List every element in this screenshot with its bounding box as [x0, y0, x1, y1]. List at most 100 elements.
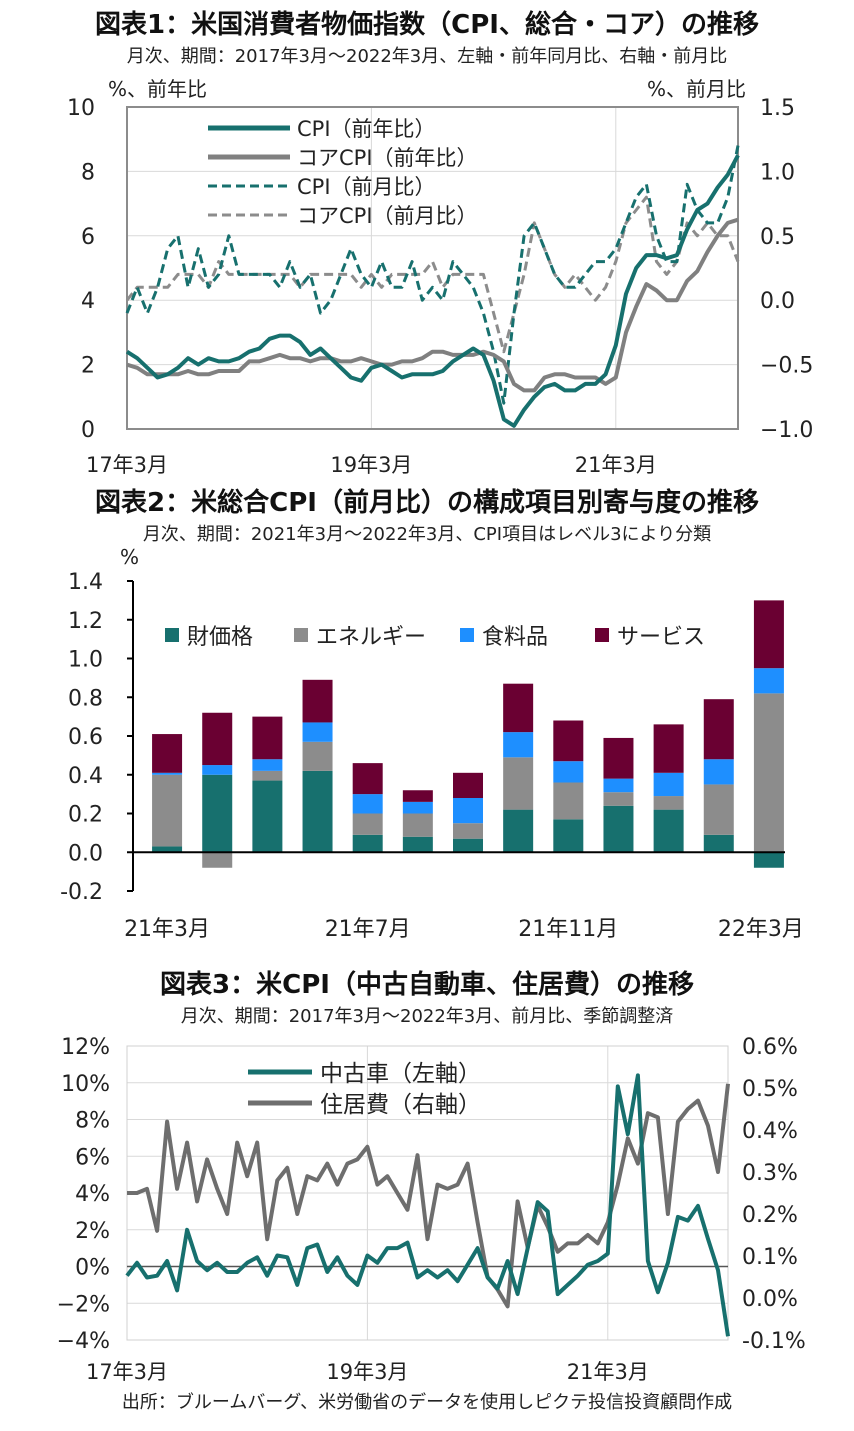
y-left-tick-label: 4 [81, 289, 95, 314]
bar-segment [202, 712, 233, 766]
legend-swatch [595, 628, 609, 642]
y-right-tick-label: -0.1% [742, 1329, 806, 1354]
bar-segment [703, 699, 734, 760]
bar-segment [202, 765, 233, 775]
x-tick-label: 21年3月 [575, 453, 657, 477]
x-tick-label: 22年3月 [718, 917, 804, 942]
bar-segment [402, 813, 433, 837]
bar-segment [402, 801, 433, 814]
y-right-tick-label: 0.5 [760, 225, 795, 250]
chart1-subtitle: 月次、期間：2017年3月～2022年3月、左軸・前年同月比、右軸・前月比 [126, 46, 728, 67]
y-unit-label: % [120, 545, 139, 569]
y-tick-label: 1.0 [68, 648, 103, 673]
y-left-tick-label: −4% [57, 1329, 110, 1354]
bar-segment [653, 772, 684, 797]
y-right-tick-label: 0.0% [742, 1287, 798, 1312]
legend-label: サービス [617, 625, 705, 650]
bar-segment [753, 600, 784, 669]
series-line-2 [126, 217, 739, 393]
bar-segment [152, 774, 183, 847]
bar-segment [352, 834, 383, 853]
y-left-tick-label: 8 [81, 160, 95, 185]
bar-segment [703, 784, 734, 835]
bar-segment [753, 668, 784, 694]
chart1-title: 図表1：米国消費者物価指数（CPI、総合・コア）の推移 [95, 10, 759, 40]
bar-segment [503, 757, 534, 810]
series-line-1 [125, 154, 740, 428]
series-line-4 [125, 195, 740, 354]
bar-segment [703, 834, 734, 853]
y-left-tick-label: 10 [67, 96, 95, 121]
bar-segment [503, 809, 534, 853]
legend-label: エネルギー [316, 625, 426, 650]
y-tick-label: 1.2 [68, 609, 103, 634]
y-right-tick-label: 0.2% [742, 1203, 798, 1228]
y-tick-label: -0.2 [60, 880, 103, 905]
y-left-tick-label: 2% [75, 1219, 110, 1244]
bar-segment [352, 763, 383, 795]
x-tick-label: 21年7月 [325, 917, 411, 942]
bar-segment [302, 741, 333, 771]
y-right-tick-label: −1.0 [760, 418, 813, 443]
y-tick-label: 1.4 [68, 570, 103, 595]
bar-segment [453, 798, 483, 824]
bar-segment [152, 772, 183, 775]
x-tick-label: 19年3月 [326, 1360, 408, 1384]
bar-segment [302, 722, 333, 742]
legend-label: 財価格 [187, 625, 253, 650]
chart3-subtitle: 月次、期間：2017年3月～2022年3月、前月比、季節調整済 [180, 1006, 674, 1027]
y-tick-label: 0.0 [68, 841, 103, 866]
y-left-tick-label: 12% [61, 1035, 110, 1060]
bar-segment [653, 809, 684, 853]
x-tick-label: 17年3月 [86, 1360, 168, 1384]
bar-segment [202, 852, 233, 868]
y-left-tick-label: 6% [75, 1145, 110, 1170]
legend-swatch [165, 628, 179, 642]
bar-segment [753, 693, 784, 853]
legend-label: 食料品 [482, 625, 548, 650]
legend-label: 住居費（右軸） [320, 1092, 481, 1118]
y-right-tick-label: 0.3% [742, 1161, 798, 1186]
bar-segment [402, 790, 433, 802]
bar-segment [603, 737, 634, 779]
bar-segment [252, 770, 283, 781]
bar-segment [453, 823, 483, 839]
x-tick-label: 21年3月 [124, 917, 210, 942]
y-left-tick-label: 4% [75, 1182, 110, 1207]
source-note: 出所：ブルームバーグ、米労働省のデータを使用しピクテ投信投資顧問作成 [121, 1392, 733, 1413]
y-tick-label: 0.4 [68, 764, 103, 789]
y-right-tick-label: 0.1% [742, 1245, 798, 1270]
bar-segment [302, 770, 333, 853]
legend-label: コアCPI（前年比） [297, 146, 478, 170]
x-tick-label: 21年11月 [518, 917, 618, 942]
series-line-1 [125, 1073, 730, 1337]
bar-segment [553, 782, 584, 820]
bar-segment [503, 683, 534, 733]
plot-frame [126, 106, 739, 430]
chart2-title: 図表2：米総合CPI（前月比）の構成項目別寄与度の推移 [95, 488, 759, 518]
y-right-tick-label: −0.5 [760, 354, 813, 379]
y-right-tick-label: 0.6% [742, 1035, 798, 1060]
y-left-tick-label: 0% [75, 1256, 110, 1281]
bar-segment [603, 792, 634, 806]
chart2-subtitle: 月次、期間：2021年3月～2022年3月、CPI項目はレベル3により分類 [142, 524, 712, 545]
y-right-tick-label: 0.4% [742, 1119, 798, 1144]
bar-segment [603, 805, 634, 853]
bar-segment [653, 724, 684, 773]
legend-swatch [294, 628, 308, 642]
bar-segment [553, 819, 584, 853]
x-tick-label: 17年3月 [86, 453, 168, 477]
legend-label: 中古車（左軸） [320, 1061, 481, 1087]
bar-segment [152, 846, 183, 853]
bar-segment [352, 794, 383, 814]
y-right-tick-label: 0.5% [742, 1077, 798, 1102]
chart2-cpi-contributions: 1.4 1.2 1.0 0.8 0.6 0.4 0.2 0.0 -0.2% 21年3月 21年7月 2… [60, 545, 804, 942]
y-right-unit-label: %、前月比 [647, 77, 746, 101]
y-left-tick-label: 2 [81, 354, 95, 379]
bar-segment [603, 778, 634, 793]
y-right-tick-label: 1.0 [760, 160, 795, 185]
legend-label: コアCPI（前月比） [297, 204, 478, 228]
bar-segment [553, 761, 584, 783]
x-tick-label: 21年3月 [567, 1360, 649, 1384]
